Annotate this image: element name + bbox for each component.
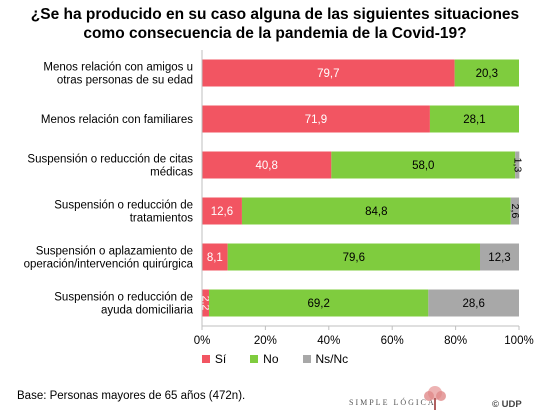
- data-label-no: 20,3: [476, 68, 498, 80]
- data-label-no: 69,2: [307, 298, 329, 310]
- data-label-nsnc: 2,6: [509, 204, 521, 219]
- data-label-si: 12,6: [211, 206, 233, 218]
- bar-nsnc: [515, 151, 520, 179]
- x-tick-label: 60%: [381, 335, 404, 347]
- legend-swatch-nsnc: [302, 355, 311, 363]
- legend-item-no: No: [250, 352, 279, 366]
- bar-no: [429, 105, 519, 133]
- category-label: Menos relación con amigos u otras persona…: [43, 62, 193, 87]
- tree-logo-icon: [424, 386, 446, 410]
- data-label-si: 79,7: [317, 68, 339, 80]
- data-label-si: 71,9: [305, 114, 327, 126]
- data-label-no: 84,8: [365, 206, 387, 218]
- base-note: Base: Personas mayores de 65 años (472n)…: [17, 390, 246, 402]
- category-label: Suspensión o reducción de tratamientos: [54, 200, 193, 225]
- copyright-udp: © UDP: [492, 399, 522, 410]
- category-label: Suspensión o reducción de citas médicas: [27, 154, 193, 179]
- legend-label-nsnc: Ns/Nc: [315, 352, 349, 366]
- bar-no: [227, 243, 481, 271]
- bar-no: [241, 197, 511, 225]
- data-label-si: 8,1: [207, 252, 223, 264]
- bar-si: [202, 151, 332, 179]
- category-label: Menos relación con familiares: [41, 114, 193, 126]
- bar-nsnc: [510, 197, 519, 225]
- data-label-no: 79,6: [343, 252, 365, 264]
- data-label-si: 40,8: [255, 160, 277, 172]
- data-label-nsnc: 12,3: [488, 252, 510, 264]
- bar-si: [202, 105, 430, 133]
- data-label-no: 58,0: [412, 160, 434, 172]
- data-label-no: 28,1: [463, 114, 485, 126]
- chart-title-line-1: ¿Se ha producido en su caso alguna de la…: [30, 6, 520, 23]
- bar-si: [202, 59, 455, 87]
- legend-item-si: Sí: [201, 352, 227, 366]
- x-tick-label: 80%: [444, 335, 467, 347]
- bar-nsnc: [480, 243, 519, 271]
- bar-si: [202, 289, 209, 317]
- data-label-nsnc: 28,6: [462, 298, 484, 310]
- chart-legend: Sí No Ns/Nc: [0, 352, 550, 366]
- x-tick-label: 20%: [254, 335, 277, 347]
- bar-si: [202, 197, 242, 225]
- x-tick-label: 0%: [194, 335, 211, 347]
- bar-no: [454, 59, 519, 87]
- legend-swatch-si: [201, 355, 210, 363]
- x-tick-label: 40%: [317, 335, 340, 347]
- bar-no: [208, 289, 429, 317]
- chart-title: ¿Se ha producido en su caso alguna de la…: [0, 5, 550, 43]
- brand-logo-text: SIMPLE LÓGICA: [349, 398, 436, 407]
- x-tick-label: 100%: [504, 335, 533, 347]
- data-label-nsnc: 1,3: [511, 158, 523, 173]
- bar-si: [202, 243, 228, 271]
- data-label-si: 2,2: [200, 296, 212, 311]
- category-label: Suspensión o aplazamiento de operación/in…: [24, 246, 194, 271]
- legend-swatch-no: [250, 355, 259, 363]
- legend-item-nsnc: Ns/Nc: [302, 352, 349, 366]
- legend-label-no: No: [263, 352, 279, 366]
- bar-nsnc: [428, 289, 519, 317]
- legend-label-si: Sí: [214, 352, 227, 366]
- bar-no: [331, 151, 516, 179]
- chart-title-line-2: como consecuencia de la pandemia de la C…: [83, 25, 467, 42]
- category-label: Suspensión o reducción de ayuda domicilia…: [54, 292, 193, 317]
